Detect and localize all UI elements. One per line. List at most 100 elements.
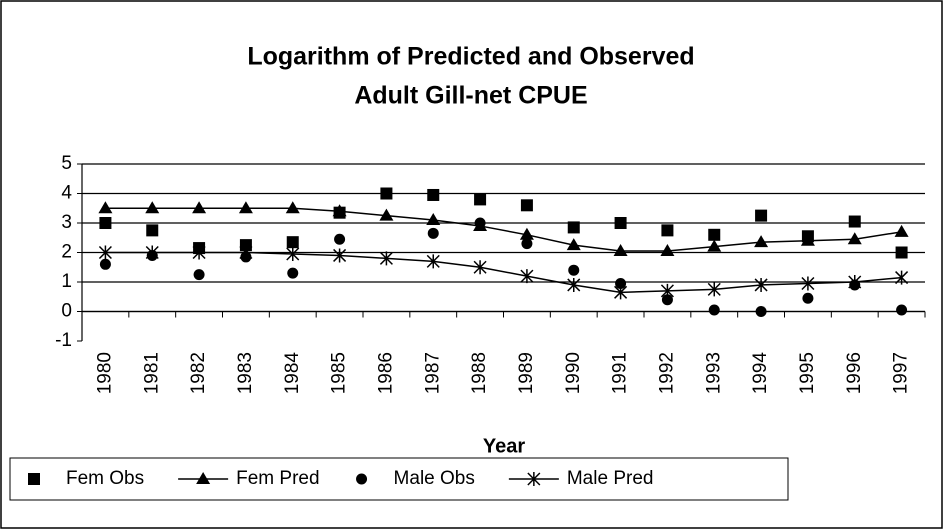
series-markers bbox=[99, 217, 908, 317]
marker-star bbox=[848, 275, 862, 289]
marker-triangle bbox=[660, 244, 675, 257]
x-axis-label: Year bbox=[483, 435, 525, 457]
marker-star bbox=[707, 282, 721, 297]
marker-star bbox=[520, 269, 534, 284]
x-tick-label: 1996 bbox=[844, 352, 865, 394]
marker-square bbox=[239, 239, 252, 252]
marker-circle bbox=[334, 233, 346, 245]
y-tick-label: 0 bbox=[61, 301, 72, 322]
x-tick-label: 1988 bbox=[469, 352, 490, 394]
marker-circle bbox=[568, 264, 580, 276]
x-tick-label: 1980 bbox=[94, 352, 115, 394]
y-tick-label: 4 bbox=[61, 183, 72, 204]
x-tick-label: 1995 bbox=[797, 352, 818, 394]
marker-square bbox=[427, 188, 440, 201]
legend-label: Male Pred bbox=[567, 468, 654, 489]
x-tick-label: 1987 bbox=[422, 352, 443, 394]
marker-star bbox=[426, 254, 440, 269]
marker-square bbox=[567, 221, 580, 234]
marker-square bbox=[755, 209, 768, 222]
y-tick-label: 5 bbox=[61, 153, 72, 174]
marker-square bbox=[895, 246, 908, 259]
legend-item: Male Obs bbox=[356, 468, 475, 489]
marker-triangle bbox=[192, 201, 207, 214]
chart-title: Adult Gill-net CPUE bbox=[354, 82, 587, 110]
marker-square bbox=[474, 193, 487, 206]
marker-square bbox=[520, 199, 533, 212]
series-markers bbox=[98, 201, 909, 257]
series-line bbox=[105, 251, 902, 294]
marker-triangle bbox=[800, 233, 815, 246]
x-tick-label: 1984 bbox=[282, 352, 303, 395]
marker-triangle bbox=[332, 204, 347, 217]
marker-star bbox=[192, 245, 206, 260]
marker-star bbox=[286, 246, 300, 261]
marker-square bbox=[146, 224, 159, 237]
x-tick-label: 1986 bbox=[375, 352, 396, 394]
marker-star bbox=[473, 260, 487, 275]
marker-star bbox=[379, 251, 393, 266]
x-tick-label: 1985 bbox=[329, 352, 350, 394]
marker-triangle bbox=[98, 201, 113, 214]
x-tick-label: 1989 bbox=[516, 352, 537, 394]
marker-star bbox=[239, 245, 253, 260]
marker-circle bbox=[755, 306, 767, 317]
marker-triangle bbox=[196, 472, 211, 484]
series-markers bbox=[98, 245, 909, 300]
marker-square bbox=[848, 215, 861, 228]
x-tick-label: 1990 bbox=[563, 352, 584, 394]
marker-circle bbox=[896, 304, 908, 316]
marker-square bbox=[708, 228, 721, 241]
marker-circle bbox=[474, 217, 486, 229]
legend-label: Fem Obs bbox=[66, 468, 144, 489]
marker-circle bbox=[708, 304, 720, 316]
marker-circle bbox=[802, 292, 814, 304]
marker-star bbox=[145, 245, 159, 260]
marker-triangle bbox=[707, 239, 722, 252]
marker-square bbox=[380, 187, 393, 200]
marker-square bbox=[661, 224, 674, 237]
marker-triangle bbox=[754, 235, 769, 248]
marker-star bbox=[801, 276, 815, 291]
marker-triangle bbox=[847, 232, 862, 245]
marker-triangle bbox=[145, 201, 160, 214]
marker-triangle bbox=[285, 201, 300, 214]
marker-circle bbox=[99, 258, 111, 270]
marker-star bbox=[895, 270, 909, 285]
marker-star bbox=[527, 472, 541, 486]
marker-triangle bbox=[426, 213, 441, 226]
legend-label: Male Obs bbox=[394, 468, 475, 489]
legend-label: Fem Pred bbox=[236, 468, 319, 489]
marker-star bbox=[98, 245, 112, 260]
marker-circle bbox=[615, 277, 627, 289]
marker-triangle bbox=[894, 224, 909, 237]
y-tick-label: 2 bbox=[61, 242, 72, 263]
marker-square bbox=[286, 236, 299, 249]
chart-title: Logarithm of Predicted and Observed bbox=[247, 43, 694, 71]
x-tick-label: 1982 bbox=[188, 352, 209, 394]
marker-triangle bbox=[613, 244, 628, 257]
marker-star bbox=[614, 285, 628, 300]
marker-square bbox=[614, 217, 627, 229]
marker-circle bbox=[427, 227, 439, 239]
x-tick-label: 1994 bbox=[750, 352, 771, 395]
legend-item: Fem Pred bbox=[178, 468, 320, 489]
series-line bbox=[105, 207, 902, 252]
marker-star bbox=[660, 283, 674, 298]
marker-square bbox=[28, 473, 40, 485]
x-tick-label: 1992 bbox=[656, 352, 677, 394]
x-tick-label: 1981 bbox=[141, 352, 162, 394]
x-tick-label: 1997 bbox=[891, 352, 912, 394]
marker-triangle bbox=[238, 201, 253, 214]
legend-item: Fem Obs bbox=[28, 468, 144, 489]
marker-square bbox=[99, 217, 112, 229]
x-tick-label: 1993 bbox=[703, 352, 724, 394]
marker-star bbox=[567, 277, 581, 292]
marker-circle bbox=[521, 238, 533, 250]
marker-circle bbox=[193, 269, 205, 281]
marker-triangle bbox=[519, 227, 534, 240]
marker-circle bbox=[356, 473, 368, 485]
